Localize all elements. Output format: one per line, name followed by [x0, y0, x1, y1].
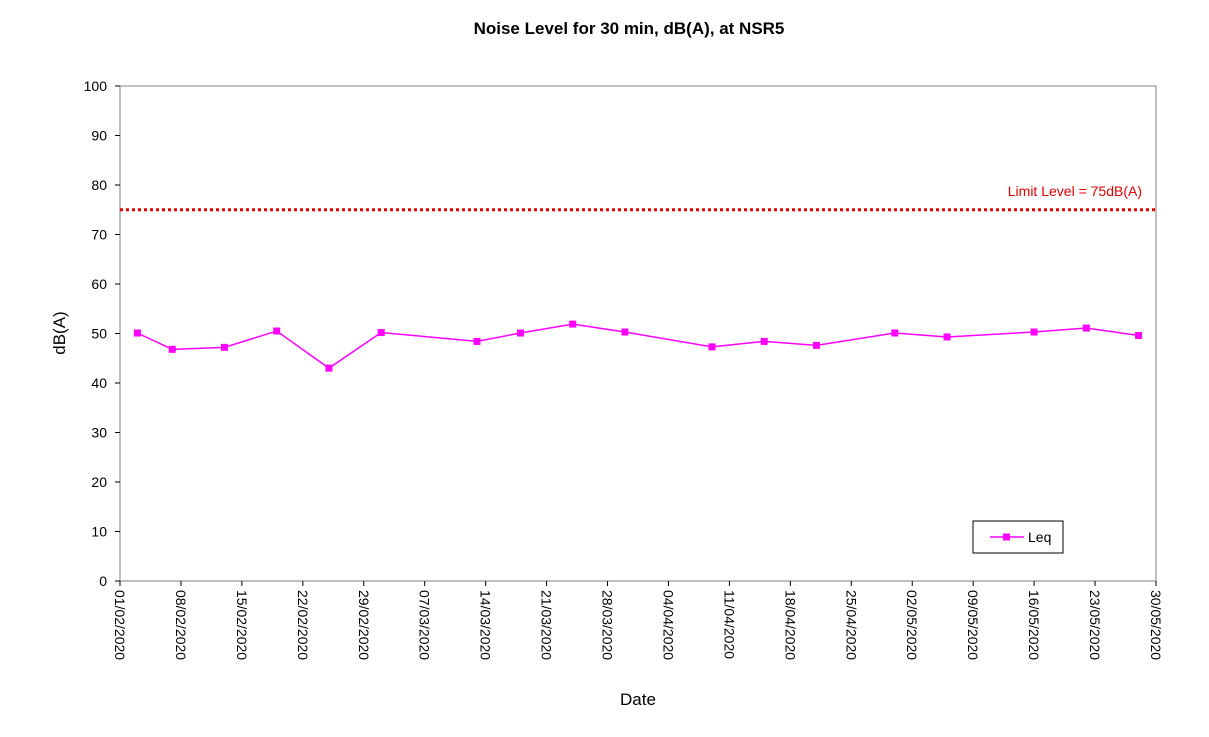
- x-tick-label: 29/02/2020: [356, 590, 372, 660]
- series-line-leq: [137, 323, 1139, 370]
- series-markers-leq: [133, 320, 1143, 372]
- x-tick-label: 08/02/2020: [173, 590, 189, 660]
- data-point-leq: [621, 328, 629, 336]
- x-tick-label: 07/03/2020: [417, 590, 433, 660]
- chart-title: Noise Level for 30 min, dB(A), at NSR5: [474, 19, 785, 38]
- x-tick-label: 02/05/2020: [904, 590, 920, 660]
- y-tick-label: 20: [91, 474, 107, 490]
- x-tick-label: 25/04/2020: [843, 590, 859, 660]
- x-tick-label: 21/03/2020: [539, 590, 555, 660]
- data-point-leq: [760, 337, 768, 345]
- data-point-leq: [943, 333, 951, 341]
- x-tick-label: 11/04/2020: [721, 590, 737, 659]
- x-axis-label: Date: [620, 690, 656, 709]
- limit-label: Limit Level = 75dB(A): [1008, 183, 1142, 199]
- data-point-leq: [325, 364, 333, 372]
- y-tick-label: 70: [91, 227, 107, 243]
- y-axis: 0 10 20 30 40 50 60 70 80 90 100: [84, 78, 120, 589]
- data-point-leq: [891, 329, 899, 337]
- y-tick-label: 0: [99, 573, 107, 589]
- x-tick-label: 09/05/2020: [965, 590, 981, 660]
- x-tick-label: 15/02/2020: [234, 590, 250, 660]
- y-tick-label: 90: [91, 128, 107, 144]
- x-tick-label: 28/03/2020: [600, 590, 616, 660]
- y-axis-label: dB(A): [50, 311, 69, 354]
- y-tick-label: 10: [91, 524, 107, 540]
- x-tick-label: 01/02/2020: [112, 590, 128, 660]
- legend-marker-leq: [1003, 533, 1010, 541]
- data-point-leq: [473, 337, 481, 345]
- x-tick-label: 16/05/2020: [1026, 590, 1042, 660]
- data-point-leq: [569, 320, 577, 328]
- legend-label-leq: Leq: [1028, 529, 1051, 545]
- data-point-leq: [812, 341, 820, 349]
- data-point-leq: [133, 329, 141, 337]
- y-tick-label: 60: [91, 276, 107, 292]
- data-point-leq: [1135, 331, 1143, 339]
- data-point-leq: [708, 343, 716, 351]
- x-tick-label: 30/05/2020: [1148, 590, 1164, 660]
- x-tick-label: 18/04/2020: [782, 590, 798, 660]
- x-axis: 01/02/2020 08/02/2020 15/02/2020 22/02/2020…: [112, 581, 1164, 660]
- x-tick-label: 14/03/2020: [478, 590, 494, 660]
- x-tick-label: 04/04/2020: [660, 590, 676, 660]
- x-tick-label: 22/02/2020: [295, 590, 311, 660]
- x-tick-label: 23/05/2020: [1087, 590, 1103, 660]
- data-point-leq: [220, 343, 228, 351]
- legend: Leq: [972, 520, 1064, 554]
- data-point-leq: [168, 345, 176, 353]
- data-point-leq: [273, 327, 281, 335]
- y-tick-label: 80: [91, 177, 107, 193]
- data-point-leq: [377, 329, 385, 337]
- y-tick-label: 100: [84, 78, 108, 94]
- y-tick-label: 30: [91, 425, 107, 441]
- data-point-leq: [516, 329, 524, 337]
- data-point-leq: [1030, 328, 1038, 336]
- y-tick-label: 50: [91, 326, 107, 342]
- data-point-leq: [1082, 324, 1090, 332]
- y-tick-label: 40: [91, 375, 107, 391]
